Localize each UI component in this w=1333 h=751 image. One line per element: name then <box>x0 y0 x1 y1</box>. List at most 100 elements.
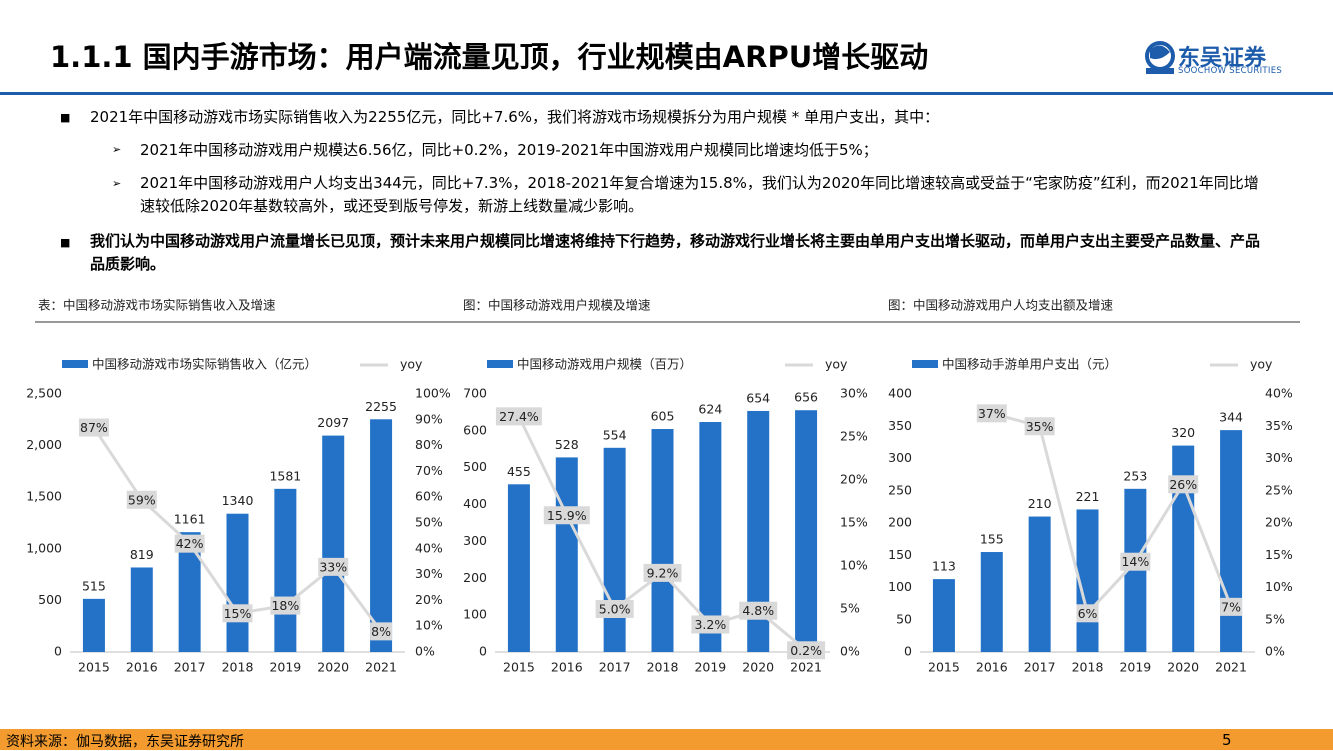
legend-label: 中国移动游戏用户规模（百万） <box>517 357 692 372</box>
bar-value-label: 819 <box>130 547 154 562</box>
bar <box>370 419 393 652</box>
slide-title: 1.1.1 国内手游市场：用户端流量见顶，行业规模由ARPU增长驱动 <box>50 40 929 74</box>
footer-band <box>0 729 1333 750</box>
bar-value-label: 113 <box>932 559 956 574</box>
x-tick-label: 2020 <box>742 660 774 675</box>
y2-tick-label: 0% <box>840 644 860 659</box>
y-tick-label: 100 <box>888 579 912 594</box>
yoy-value-label: 33% <box>319 559 347 574</box>
x-tick-label: 2015 <box>78 660 110 675</box>
y-tick-label: 400 <box>888 386 912 401</box>
y2-tick-label: 40% <box>415 540 443 555</box>
bar <box>555 457 578 652</box>
bar <box>603 447 626 652</box>
y-tick-label: 600 <box>463 422 487 437</box>
sub-bullet-icon: ➢ <box>112 177 122 190</box>
bar <box>1220 430 1243 652</box>
bar-value-label: 624 <box>698 402 722 417</box>
yoy-value-label: 0.2% <box>790 643 822 658</box>
y2-tick-label: 20% <box>840 472 868 487</box>
yoy-value-label: 37% <box>978 406 1006 421</box>
x-tick-label: 2018 <box>647 660 679 675</box>
chart-caption: 图：中国移动游戏用户人均支出额及增速 <box>888 298 1114 313</box>
yoy-label-bg <box>1120 552 1151 571</box>
x-tick-label: 2020 <box>317 660 349 675</box>
legend-swatch <box>487 360 513 368</box>
x-tick-label: 2019 <box>269 660 301 675</box>
y-tick-label: 200 <box>463 570 487 585</box>
x-tick-label: 2021 <box>365 660 397 675</box>
y2-tick-label: 15% <box>1265 547 1293 562</box>
yoy-label-bg <box>370 622 393 641</box>
yoy-label-bg <box>691 615 730 634</box>
bar <box>747 410 770 652</box>
bar-value-label: 455 <box>507 464 531 479</box>
y-tick-label: 200 <box>888 515 912 530</box>
yoy-label-bg <box>1024 417 1055 436</box>
bar-value-label: 221 <box>1076 489 1100 504</box>
x-tick-label: 2021 <box>790 660 822 675</box>
bullet: 我们认为中国移动游戏用户流量增长已见顶，预计未来用户规模同比增速将维持下行趋势，… <box>90 232 1261 273</box>
y-tick-label: 400 <box>463 496 487 511</box>
y2-tick-label: 25% <box>1265 482 1293 497</box>
bar <box>226 513 249 652</box>
bar <box>82 598 105 652</box>
yoy-label-bg <box>976 404 1007 423</box>
yoy-value-label: 6% <box>1078 606 1098 621</box>
y2-tick-label: 30% <box>415 566 443 581</box>
y2-tick-label: 35% <box>1265 418 1293 433</box>
y2-tick-label: 70% <box>415 463 443 478</box>
y-tick-label: 0 <box>54 644 62 659</box>
bar-value-label: 1340 <box>222 493 254 508</box>
y-tick-label: 500 <box>463 459 487 474</box>
bar-value-label: 320 <box>1171 425 1195 440</box>
y2-tick-label: 5% <box>840 601 860 616</box>
logo-icon <box>1145 41 1175 74</box>
bar <box>130 567 153 652</box>
bar <box>795 410 818 652</box>
bar <box>178 532 201 652</box>
yoy-label-bg <box>1220 597 1243 616</box>
yoy-label-bg <box>1168 475 1199 494</box>
yoy-label-bg <box>222 604 253 623</box>
y2-tick-label: 0% <box>415 644 435 659</box>
yoy-value-label: 7% <box>1221 599 1241 614</box>
yoy-label-bg <box>78 418 109 437</box>
bar-value-label: 554 <box>603 427 627 442</box>
y-tick-label: 250 <box>888 482 912 497</box>
x-tick-label: 2016 <box>551 660 583 675</box>
bar <box>651 429 674 652</box>
yoy-label-bg <box>126 490 157 509</box>
x-tick-label: 2019 <box>1119 660 1151 675</box>
bar-value-label: 344 <box>1219 410 1243 425</box>
y2-tick-label: 10% <box>840 558 868 573</box>
page-number: 5 <box>1222 731 1232 749</box>
x-tick-label: 2015 <box>928 660 960 675</box>
y2-tick-label: 20% <box>415 592 443 607</box>
y-tick-label: 300 <box>463 533 487 548</box>
y2-tick-label: 50% <box>415 515 443 530</box>
y2-tick-label: 10% <box>1265 579 1293 594</box>
x-tick-label: 2017 <box>174 660 206 675</box>
y2-tick-label: 80% <box>415 437 443 452</box>
y-tick-label: 700 <box>463 386 487 401</box>
yoy-value-label: 27.4% <box>499 409 539 424</box>
yoy-value-label: 26% <box>1169 477 1197 492</box>
x-tick-label: 2016 <box>126 660 158 675</box>
bar <box>1028 516 1051 652</box>
chart-caption: 表：中国移动游戏市场实际销售收入及增速 <box>38 298 276 313</box>
yoy-value-label: 35% <box>1026 419 1054 434</box>
yoy-value-label: 87% <box>80 420 108 435</box>
legend-label: yoy <box>1250 357 1273 372</box>
y2-tick-label: 5% <box>1265 611 1285 626</box>
y-tick-label: 0 <box>904 644 912 659</box>
bar <box>980 552 1003 652</box>
header-rule <box>0 92 1333 95</box>
bar-value-label: 654 <box>746 390 770 405</box>
y-tick-label: 2,500 <box>26 386 62 401</box>
x-tick-label: 2021 <box>1215 660 1247 675</box>
bar-value-label: 2255 <box>365 399 397 414</box>
y-tick-label: 1,500 <box>26 489 62 504</box>
bar <box>699 422 722 652</box>
y-tick-label: 300 <box>888 450 912 465</box>
